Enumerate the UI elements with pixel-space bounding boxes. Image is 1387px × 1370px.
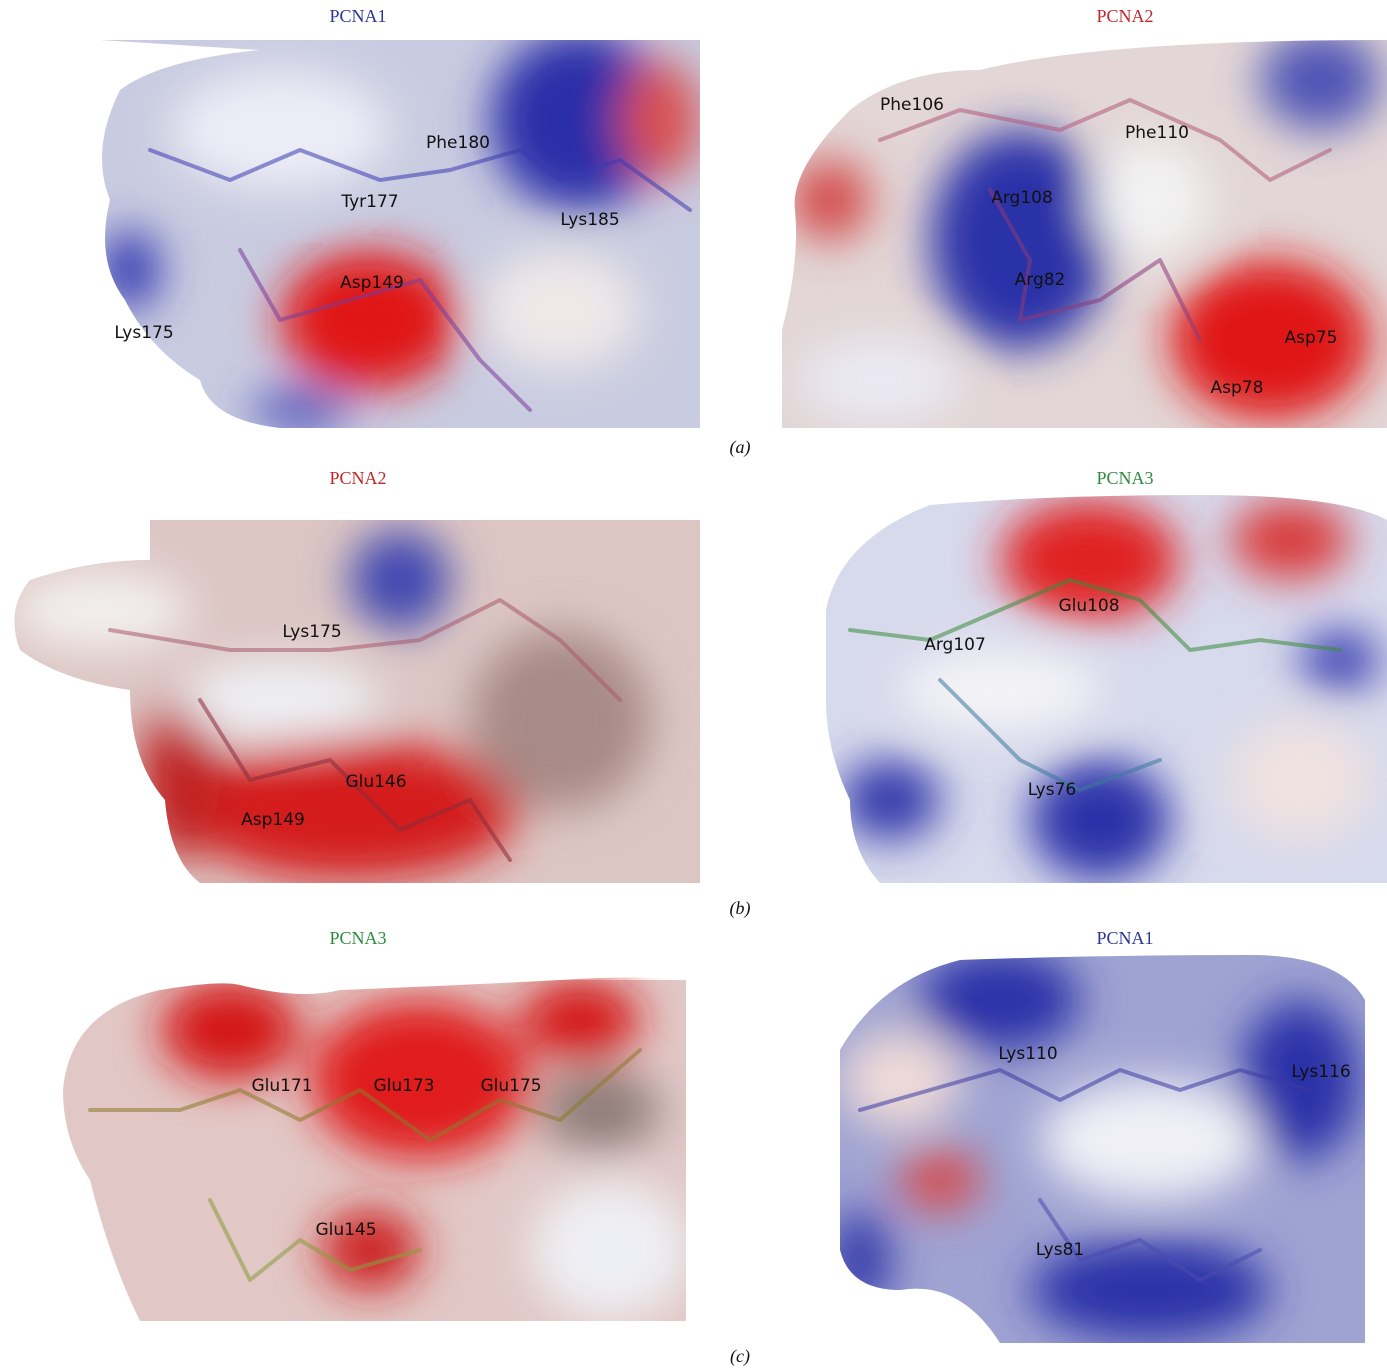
surface-image: [840, 955, 1365, 1343]
residue-label: Glu175: [480, 1076, 541, 1096]
residue-label: Lys110: [998, 1044, 1057, 1064]
panel-title: PCNA1: [329, 6, 386, 26]
residue-label: Arg82: [1015, 270, 1066, 290]
residue-label: Phe110: [1125, 123, 1189, 143]
panel-title: PCNA3: [1096, 468, 1153, 488]
residue-label: Asp149: [340, 273, 404, 293]
residue-label: Lys116: [1291, 1062, 1350, 1082]
residue-label: Lys175: [114, 323, 173, 343]
residue-label: Phe106: [880, 95, 944, 115]
surface-image: [63, 980, 686, 1321]
residue-label: Glu173: [373, 1076, 434, 1096]
residue-label: Arg107: [924, 635, 986, 655]
surface-image: [100, 40, 700, 428]
residue-label: Lys81: [1036, 1240, 1084, 1260]
residue-label: Arg108: [991, 188, 1053, 208]
panel-title: PCNA2: [1096, 6, 1153, 26]
residue-label: Glu171: [251, 1076, 312, 1096]
panel-title: PCNA1: [1096, 928, 1153, 948]
residue-label: Glu145: [315, 1220, 376, 1240]
residue-label: Phe180: [426, 133, 490, 153]
residue-label: Glu108: [1058, 596, 1119, 616]
residue-label: Asp149: [241, 810, 305, 830]
panel-letter: (a): [730, 437, 751, 458]
surface-image: [14, 520, 700, 883]
residue-label: Asp75: [1285, 328, 1338, 348]
residue-label: Glu146: [345, 772, 406, 792]
surface-image: [782, 40, 1387, 428]
panel-title: PCNA2: [329, 468, 386, 488]
panel-letter: (c): [730, 1346, 750, 1367]
residue-label: Asp78: [1211, 378, 1264, 398]
residue-label: Lys76: [1028, 780, 1076, 800]
residue-label: Lys185: [560, 210, 619, 230]
surface-image: [826, 495, 1387, 883]
residue-label: Lys175: [282, 622, 341, 642]
residue-label: Tyr177: [340, 192, 398, 212]
panel-letter: (b): [730, 898, 751, 919]
panel-title: PCNA3: [329, 928, 386, 948]
